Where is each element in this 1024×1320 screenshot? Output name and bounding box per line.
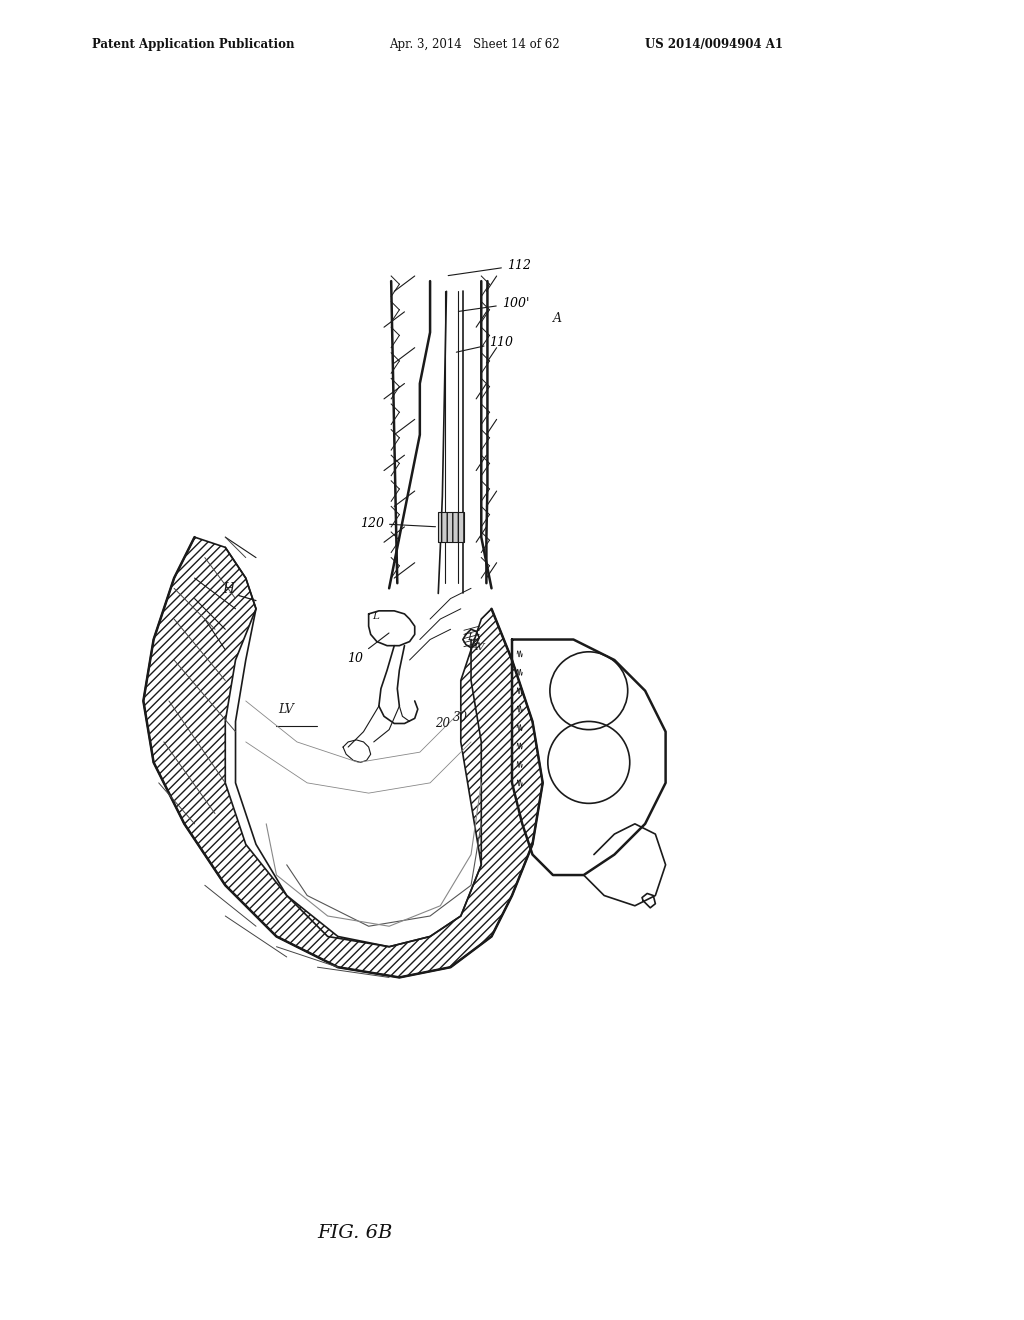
Text: 112: 112 [449,259,530,276]
Polygon shape [143,537,543,977]
Text: 110: 110 [457,335,513,352]
Text: 120: 120 [360,517,435,529]
Text: LV: LV [279,704,294,717]
Text: L: L [467,632,474,642]
Text: Apr. 3, 2014   Sheet 14 of 62: Apr. 3, 2014 Sheet 14 of 62 [389,37,560,50]
Text: H: H [222,582,234,597]
Polygon shape [438,512,464,543]
Text: 100': 100' [459,297,529,312]
Text: AV: AV [471,643,485,652]
Text: US 2014/0094904 A1: US 2014/0094904 A1 [645,37,783,50]
Text: 30: 30 [453,711,468,725]
Text: FIG. 6B: FIG. 6B [317,1224,393,1242]
Text: 20: 20 [435,717,451,730]
Text: Patent Application Publication: Patent Application Publication [92,37,295,50]
Text: L: L [372,612,379,620]
Text: A: A [553,312,562,325]
Text: 10: 10 [347,634,389,665]
